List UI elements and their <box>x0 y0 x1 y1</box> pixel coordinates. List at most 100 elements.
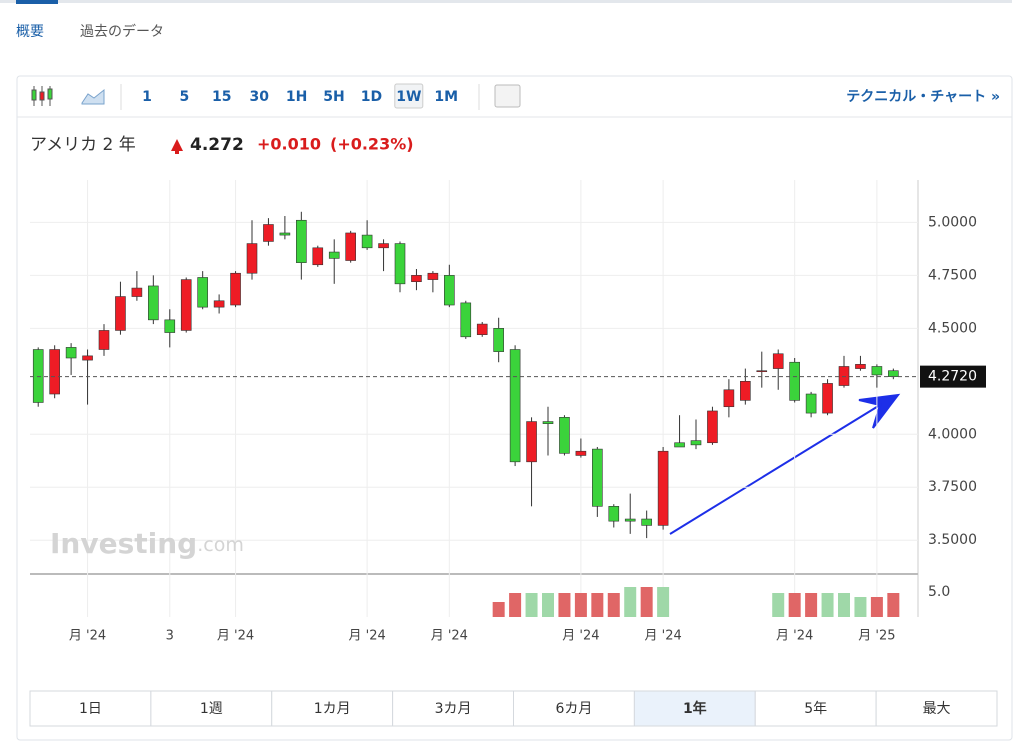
candle-body <box>460 302 472 338</box>
layout-icon[interactable] <box>494 84 521 108</box>
candle-body <box>296 219 307 263</box>
interval-button[interactable]: 1W <box>396 89 421 105</box>
x-tick-label: 月 '24 <box>431 629 468 644</box>
candle-body <box>838 366 850 386</box>
x-tick-label: 月 '24 <box>217 629 254 644</box>
chart-title: アメリカ 2 年 <box>30 135 136 155</box>
candle-body <box>427 272 439 280</box>
range-button[interactable]: 3カ月 <box>435 701 472 717</box>
technical-link[interactable]: テクニカル・チャート » <box>846 89 1000 105</box>
candle-body <box>789 361 800 401</box>
volume-bar <box>525 593 538 617</box>
volume-bar <box>772 593 785 617</box>
candle-body <box>542 421 554 424</box>
candle-body <box>822 383 833 414</box>
tab[interactable]: 概要 <box>16 24 44 40</box>
y-tick-label: 4.7500 <box>928 267 977 283</box>
interval-button[interactable]: 30 <box>249 89 269 105</box>
candle-body <box>98 330 110 350</box>
x-tick-label: 月 '24 <box>776 629 813 644</box>
candle-body <box>197 277 208 308</box>
x-tick-label: 月 '25 <box>858 629 895 644</box>
candle-body <box>690 440 702 446</box>
candle-body <box>65 347 77 359</box>
last-price-box <box>920 365 986 388</box>
candle-body <box>674 442 685 448</box>
candle-body <box>394 243 406 285</box>
x-tick-label: 3 <box>166 629 174 644</box>
volume-bar <box>640 587 653 617</box>
candle-body <box>559 417 570 454</box>
range-button-bg[interactable] <box>875 690 998 727</box>
candle-body <box>855 364 866 369</box>
volume-bar <box>887 593 900 617</box>
last-price-label: 4.2720 <box>928 369 977 385</box>
range-button[interactable]: 5年 <box>804 701 827 717</box>
top-rule <box>0 0 1012 3</box>
candle-body <box>592 448 603 507</box>
annotation-arrow <box>669 393 901 535</box>
candle-body <box>312 247 324 266</box>
range-button-bg[interactable] <box>754 690 877 727</box>
range-button-bg[interactable] <box>633 690 756 727</box>
tab[interactable]: 過去のデータ <box>80 23 164 40</box>
candle-body <box>180 279 192 331</box>
range-button-bg[interactable] <box>29 690 152 727</box>
candle-body <box>476 323 488 335</box>
candle-body <box>608 506 620 522</box>
interval-button[interactable]: 15 <box>212 89 231 105</box>
candle-body <box>624 518 636 522</box>
range-button[interactable]: 最大 <box>923 701 951 717</box>
interval-button[interactable]: 1H <box>286 89 307 105</box>
x-tick-label: 月 '24 <box>348 629 385 644</box>
range-button[interactable]: 1日 <box>79 701 102 717</box>
candle-body <box>345 232 356 261</box>
range-button-bg[interactable] <box>271 690 394 727</box>
candle-body <box>361 234 373 249</box>
volume-bar <box>838 593 850 617</box>
x-tick-label: 月 '24 <box>69 629 106 644</box>
volume-bar <box>509 593 522 617</box>
candle-body <box>707 410 718 444</box>
interval-button[interactable]: 1M <box>434 89 458 105</box>
area-icon[interactable] <box>81 88 105 105</box>
interval-button[interactable]: 5H <box>323 89 344 105</box>
candle-body <box>641 518 652 526</box>
candle-body <box>49 349 60 395</box>
range-button-bg[interactable] <box>513 690 635 727</box>
interval-button[interactable]: 5 <box>180 89 190 105</box>
candle-body <box>32 349 44 403</box>
candle-body <box>805 393 817 414</box>
candle-body <box>888 370 899 377</box>
candle-body <box>740 380 751 401</box>
volume-bar <box>821 593 834 617</box>
range-button[interactable]: 1カ月 <box>314 701 351 717</box>
interval-button[interactable]: 1D <box>361 89 382 105</box>
y-tick-label: 3.7500 <box>928 479 977 495</box>
change-pct: (+0.23%) <box>330 135 414 154</box>
candle-body <box>378 243 389 249</box>
volume-bar <box>788 593 801 617</box>
interval-button[interactable]: 1 <box>142 89 152 105</box>
range-button[interactable]: 6カ月 <box>555 701 592 717</box>
candle-body <box>213 300 225 308</box>
range-button-bg[interactable] <box>392 690 514 727</box>
candle-body <box>164 319 176 333</box>
candle-body <box>148 285 159 321</box>
range-button-bg[interactable] <box>150 690 273 727</box>
volume-bar <box>805 593 818 617</box>
range-button[interactable]: 1週 <box>200 701 223 717</box>
candle-body <box>230 272 241 306</box>
range-button[interactable]: 1年 <box>683 700 707 717</box>
change: +0.010 <box>257 135 321 154</box>
volume-bar <box>870 597 883 617</box>
volume-bar <box>854 597 867 617</box>
watermark: Investing.com <box>50 527 244 560</box>
candle-body <box>871 366 883 376</box>
interval-active <box>394 83 424 109</box>
volume-bar <box>591 593 604 617</box>
volume-bar <box>657 587 670 617</box>
price: 4.272 <box>190 135 244 155</box>
candle-body <box>526 421 537 463</box>
